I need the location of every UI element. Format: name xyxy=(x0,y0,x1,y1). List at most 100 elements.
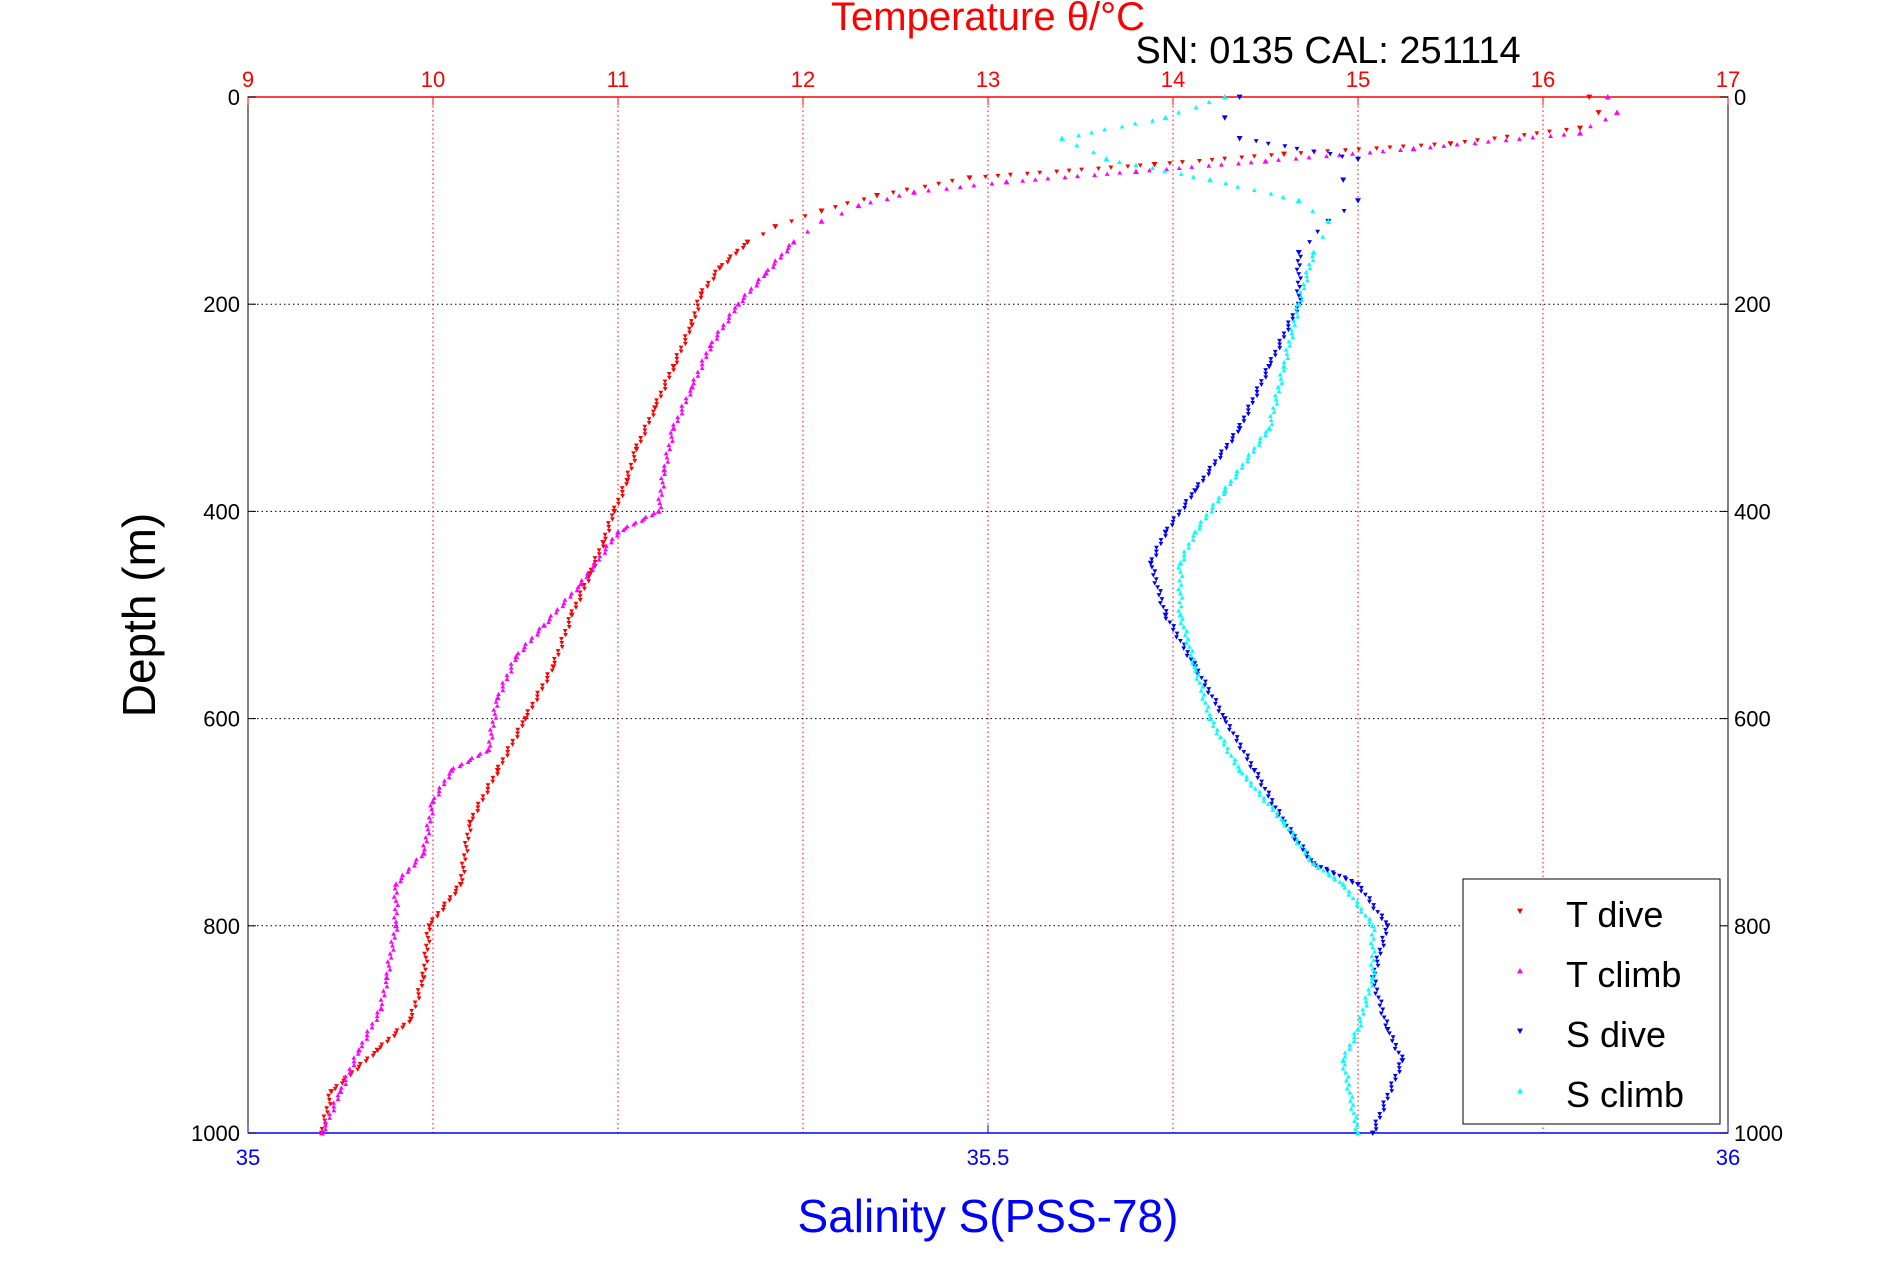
data-point xyxy=(732,305,738,310)
data-point xyxy=(364,1036,370,1041)
data-point xyxy=(1294,267,1300,273)
data-point xyxy=(1150,165,1155,170)
data-point xyxy=(363,1059,369,1064)
data-point xyxy=(670,363,677,370)
data-point xyxy=(1379,935,1385,941)
data-point xyxy=(1197,522,1203,528)
data-point xyxy=(549,668,555,673)
data-point xyxy=(536,629,541,634)
legend-marker xyxy=(1517,1088,1523,1094)
data-point xyxy=(530,701,535,707)
data-point xyxy=(682,338,688,343)
data-point xyxy=(1295,280,1301,286)
data-point xyxy=(415,988,421,993)
data-point xyxy=(1380,148,1386,154)
data-point xyxy=(1373,979,1379,984)
data-point xyxy=(1265,801,1271,806)
data-point xyxy=(1179,573,1185,579)
data-point xyxy=(1218,452,1224,458)
data-point xyxy=(687,326,692,332)
data-point xyxy=(1346,892,1352,897)
data-point xyxy=(1297,263,1303,268)
data-point xyxy=(1351,1030,1357,1036)
data-point xyxy=(1158,537,1164,543)
data-point xyxy=(1307,265,1313,271)
data-point xyxy=(1192,661,1198,666)
data-point xyxy=(1286,826,1292,832)
data-point xyxy=(1257,792,1262,797)
data-point xyxy=(1357,1015,1363,1020)
data-point xyxy=(1366,991,1372,996)
data-point xyxy=(619,490,625,495)
data-point xyxy=(658,488,663,493)
data-point xyxy=(659,492,665,497)
data-point xyxy=(1341,209,1347,214)
data-point xyxy=(995,173,1001,179)
data-point xyxy=(674,353,680,358)
data-point xyxy=(566,625,572,630)
data-point xyxy=(1177,560,1184,566)
data-point xyxy=(391,931,397,936)
data-point xyxy=(510,738,516,744)
data-point xyxy=(1278,376,1284,381)
data-point xyxy=(1292,837,1297,842)
data-point xyxy=(1294,840,1300,845)
data-point xyxy=(1306,857,1312,863)
data-point xyxy=(1371,903,1377,908)
data-point xyxy=(698,291,705,297)
data-point xyxy=(1325,218,1332,224)
data-point xyxy=(581,582,587,588)
data-point xyxy=(1248,783,1254,788)
data-point xyxy=(1282,144,1288,149)
data-point xyxy=(393,1031,399,1036)
data-point xyxy=(1373,1119,1379,1124)
data-point xyxy=(1367,896,1373,901)
data-point xyxy=(436,792,442,797)
data-point xyxy=(1310,860,1317,867)
depth-tick-label-right: 200 xyxy=(1734,292,1771,317)
data-point xyxy=(1045,176,1051,181)
data-point xyxy=(529,705,535,710)
data-point xyxy=(1298,843,1304,849)
data-point xyxy=(1274,810,1280,815)
data-point xyxy=(1588,123,1593,129)
data-point xyxy=(1348,1106,1354,1111)
data-point xyxy=(427,927,433,933)
data-point xyxy=(1272,349,1278,355)
data-point xyxy=(547,616,553,621)
data-point xyxy=(505,749,511,755)
data-point xyxy=(1389,1039,1395,1044)
data-point xyxy=(1392,1073,1398,1079)
data-point xyxy=(487,727,493,732)
data-point xyxy=(741,295,747,300)
data-point xyxy=(1279,380,1285,385)
data-point xyxy=(477,751,483,756)
data-point xyxy=(384,971,389,976)
data-point xyxy=(1195,485,1200,490)
data-point xyxy=(1340,881,1347,887)
data-point xyxy=(1454,142,1460,147)
data-point xyxy=(1191,656,1197,661)
data-point xyxy=(494,703,500,708)
data-point xyxy=(383,974,390,980)
data-point xyxy=(1245,753,1251,758)
data-point xyxy=(1321,868,1326,873)
data-point xyxy=(560,603,566,609)
data-point xyxy=(1356,147,1362,152)
data-point xyxy=(1250,401,1256,406)
data-point xyxy=(818,208,825,214)
data-point xyxy=(406,866,412,871)
data-point xyxy=(818,218,825,224)
data-point xyxy=(611,505,617,510)
data-point xyxy=(1221,487,1228,494)
data-point xyxy=(790,239,797,245)
data-point xyxy=(1354,1122,1360,1127)
data-point xyxy=(1200,478,1206,484)
data-point xyxy=(1327,152,1333,157)
data-point xyxy=(1252,187,1257,193)
data-point xyxy=(661,466,668,473)
data-point xyxy=(615,497,621,503)
data-point xyxy=(692,315,698,320)
data-point xyxy=(505,746,511,751)
data-point xyxy=(1294,289,1300,294)
